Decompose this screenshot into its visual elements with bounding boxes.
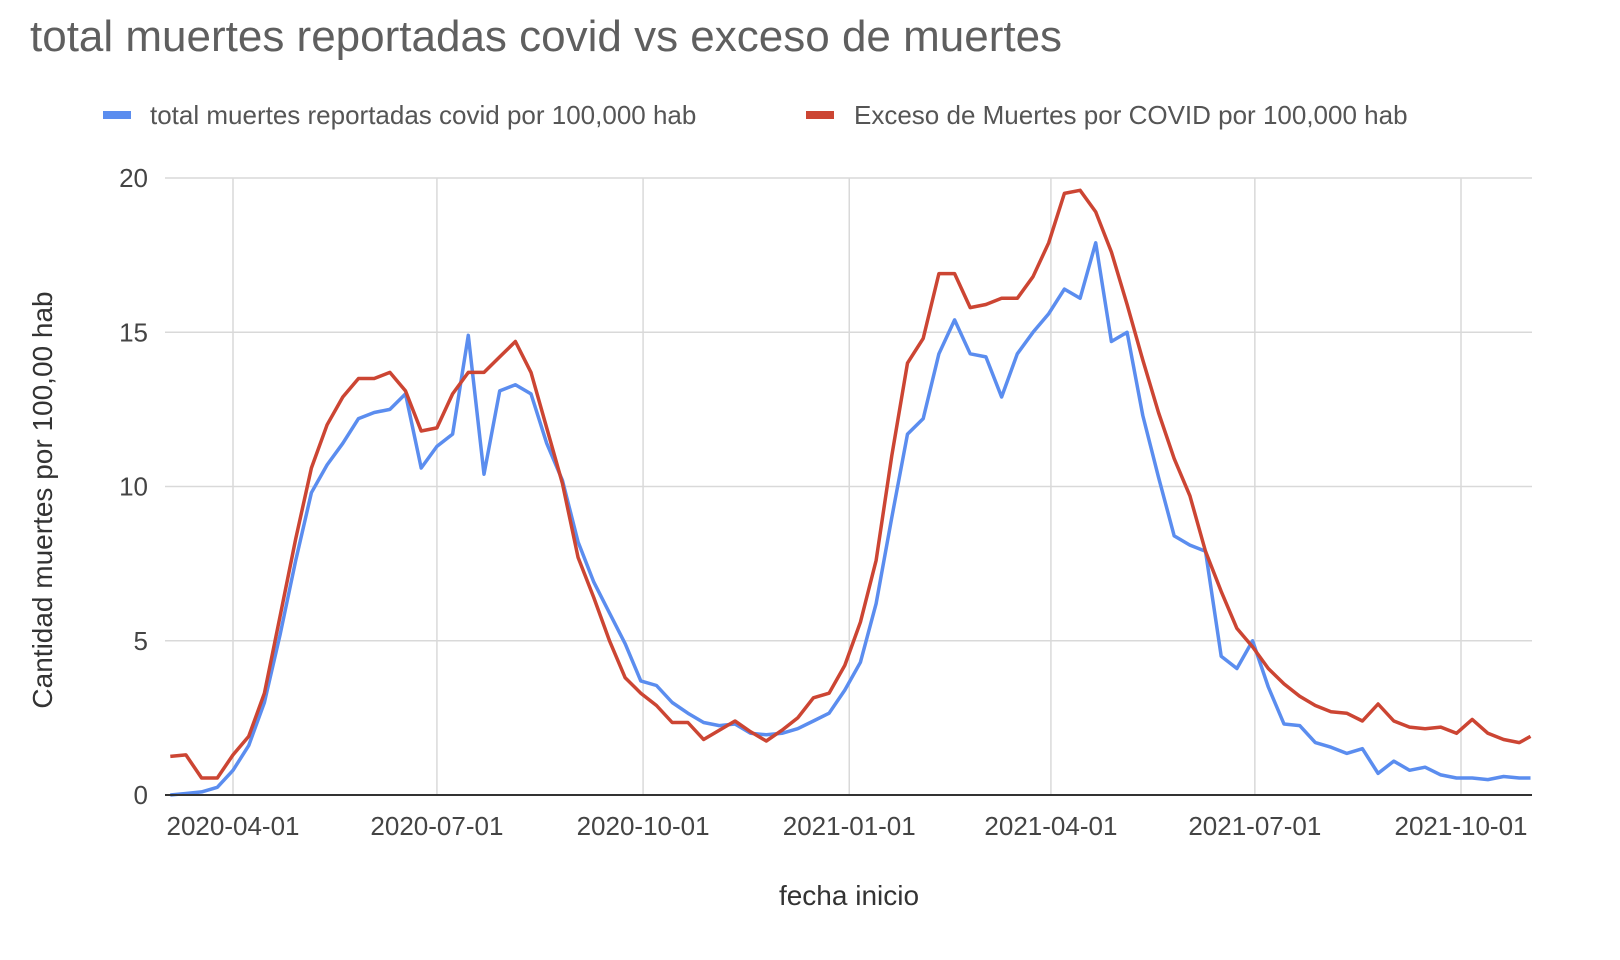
x-tick-label: 2021-04-01 [984,811,1117,841]
y-tick-label: 0 [134,780,148,810]
chart-title: total muertes reportadas covid vs exceso… [30,12,1063,61]
series-line-reported [170,241,1531,797]
y-tick-label: 20 [119,163,148,193]
y-axis-ticks: 0 5 10 15 20 [119,163,148,810]
x-axis-ticks: 2020-04-01 2020-07-01 2020-10-01 2021-01-01… [167,811,1528,841]
y-tick-label: 15 [119,317,148,347]
legend-label-reported: total muertes reportadas covid por 100,0… [150,100,696,130]
x-axis-title: fecha inicio [779,880,919,911]
legend-swatch-excess [806,111,834,119]
x-tick-label: 2021-01-01 [783,811,916,841]
x-tick-label: 2021-07-01 [1188,811,1321,841]
series-line-excess [170,188,1532,780]
series-lines [170,188,1532,797]
x-tick-label: 2020-04-01 [167,811,300,841]
legend-label-excess: Exceso de Muertes por COVID por 100,000 … [854,100,1408,130]
y-tick-label: 5 [134,626,148,656]
x-tick-label: 2021-10-01 [1395,811,1528,841]
y-axis-title: Cantidad muertes por 100,00 hab [27,291,58,708]
y-tick-label: 10 [119,472,148,502]
x-tick-label: 2020-07-01 [370,811,503,841]
x-tick-label: 2020-10-01 [577,811,710,841]
gridlines [165,177,1532,795]
legend-swatch-reported [103,111,131,119]
legend: total muertes reportadas covid por 100,0… [103,100,1408,130]
